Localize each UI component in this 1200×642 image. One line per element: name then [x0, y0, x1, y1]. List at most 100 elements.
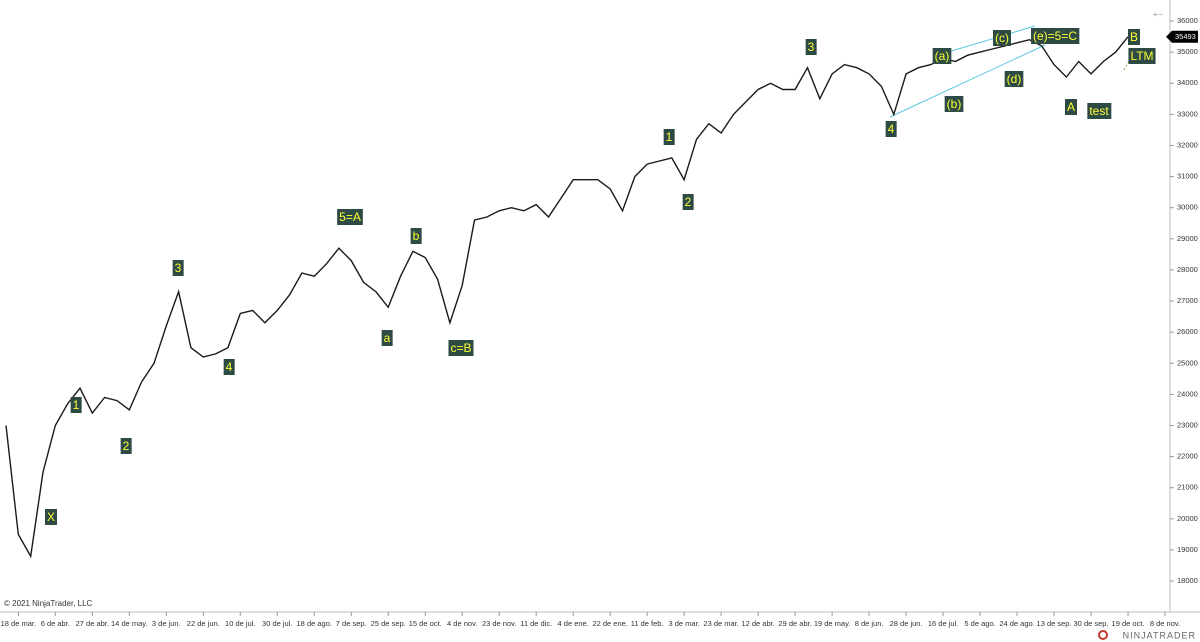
wave-label-box [1004, 71, 1024, 87]
y-tick-label: 18000 [1177, 576, 1198, 585]
wave-label-box [1030, 28, 1080, 44]
last-price-box [1166, 30, 1198, 43]
back-arrow[interactable]: ← [1150, 4, 1166, 21]
wave-label-box [1127, 29, 1141, 45]
wave-label-box [944, 96, 964, 112]
wave-label: 5=A [339, 210, 361, 224]
wave-label-box [381, 330, 393, 346]
wave-label: 2 [123, 439, 130, 453]
wave-label: test [1089, 104, 1109, 118]
x-tick-label: 28 de jun. [890, 619, 923, 628]
wave-label: (e)=5=C [1033, 29, 1077, 43]
channel-line [944, 25, 1036, 54]
wave-label-box [410, 228, 422, 244]
wave-label-box [337, 209, 363, 225]
wave-label: LTM [1130, 49, 1153, 63]
wave-label-box [885, 121, 897, 137]
wave-label: (d) [1007, 72, 1022, 86]
y-tick-label: 26000 [1177, 327, 1198, 336]
wave-label: b [413, 229, 420, 243]
x-tick-label: 8 de nov. [1150, 619, 1180, 628]
wave-label: 3 [175, 261, 182, 275]
y-tick-label: 19000 [1177, 545, 1198, 554]
wave-label: A [1067, 100, 1075, 114]
y-tick-label: 22000 [1177, 452, 1198, 461]
wave-label-box [172, 260, 184, 276]
wave-label-box [663, 129, 675, 145]
wave-label-box [120, 438, 132, 454]
wave-label: 1 [73, 398, 80, 412]
wave-label-box [223, 359, 235, 375]
wave-label-box [70, 397, 82, 413]
y-tick-label: 35000 [1177, 47, 1198, 56]
wave-label: 1 [666, 130, 673, 144]
wave-label: 4 [226, 360, 233, 374]
last-price-label: 35493 [1175, 32, 1196, 41]
x-tick-label: 22 de jun. [187, 619, 220, 628]
y-tick-label: 23000 [1177, 420, 1198, 429]
wave-label-box [448, 340, 474, 356]
y-tick-label: 29000 [1177, 234, 1198, 243]
x-tick-label: 4 de ene. [558, 619, 589, 628]
x-tick-label: 3 de mar. [669, 619, 700, 628]
x-tick-label: 16 de jul. [928, 619, 958, 628]
wave-label: (c) [995, 31, 1009, 45]
y-tick-label: 36000 [1177, 16, 1198, 25]
brand-logo: NINJATRADER [1123, 630, 1196, 640]
x-tick-label: 18 de ago. [297, 619, 332, 628]
brand-icon [1098, 630, 1108, 640]
x-tick-label: 25 de sep. [371, 619, 406, 628]
y-tick-label: 28000 [1177, 265, 1198, 274]
x-tick-label: 23 de mar. [703, 619, 738, 628]
y-tick-label: 33000 [1177, 109, 1198, 118]
wave-label: B [1130, 30, 1138, 44]
channel-line [889, 44, 1046, 118]
x-tick-label: 6 de abr. [41, 619, 70, 628]
x-tick-label: 15 de oct. [409, 619, 442, 628]
x-tick-label: 11 de dic. [520, 619, 552, 628]
x-tick-label: 11 de feb. [631, 619, 664, 628]
y-tick-label: 34000 [1177, 78, 1198, 87]
y-tick-label: 32000 [1177, 140, 1198, 149]
y-tick-label: 20000 [1177, 514, 1198, 523]
wave-label-box [44, 509, 58, 525]
y-tick-label: 21000 [1177, 483, 1198, 492]
x-tick-label: 24 de ago. [999, 619, 1034, 628]
x-tick-label: 5 de ago. [964, 619, 995, 628]
copyright: © 2021 NinjaTrader, LLC [4, 599, 93, 608]
x-tick-label: 18 de mar. [1, 619, 36, 628]
x-tick-label: 12 de abr. [741, 619, 774, 628]
x-tick-label: 4 de nov. [447, 619, 477, 628]
x-tick-label: 30 de jul. [262, 619, 292, 628]
wave-label: X [47, 510, 55, 524]
x-tick-label: 29 de abr. [778, 619, 811, 628]
wave-label: 4 [888, 122, 895, 136]
x-tick-label: 19 de oct. [1112, 619, 1145, 628]
x-tick-label: 14 de may. [111, 619, 148, 628]
y-tick-label: 30000 [1177, 203, 1198, 212]
x-tick-label: 3 de jun. [152, 619, 181, 628]
y-tick-label: 31000 [1177, 172, 1198, 181]
wave-label: c=B [450, 341, 471, 355]
wave-label: 2 [685, 195, 692, 209]
x-tick-label: 7 de sep. [336, 619, 367, 628]
wave-label-box [682, 194, 694, 210]
wave-label-box [932, 48, 952, 64]
x-tick-label: 22 de ene. [592, 619, 627, 628]
x-tick-label: 13 de sep. [1037, 619, 1072, 628]
y-tick-label: 24000 [1177, 389, 1198, 398]
y-tick-label: 25000 [1177, 358, 1198, 367]
x-tick-label: 30 de sep. [1074, 619, 1109, 628]
x-tick-label: 27 de abr. [76, 619, 109, 628]
x-tick-label: 8 de jun. [855, 619, 884, 628]
wave-label: 3 [808, 40, 815, 54]
wave-label: (b) [947, 97, 962, 111]
wave-label-box [1064, 99, 1078, 115]
wave-label-box [1128, 48, 1156, 64]
wave-label-box [993, 30, 1011, 46]
x-tick-label: 10 de jul. [225, 619, 255, 628]
y-tick-label: 27000 [1177, 296, 1198, 305]
wave-label-box [805, 39, 817, 55]
